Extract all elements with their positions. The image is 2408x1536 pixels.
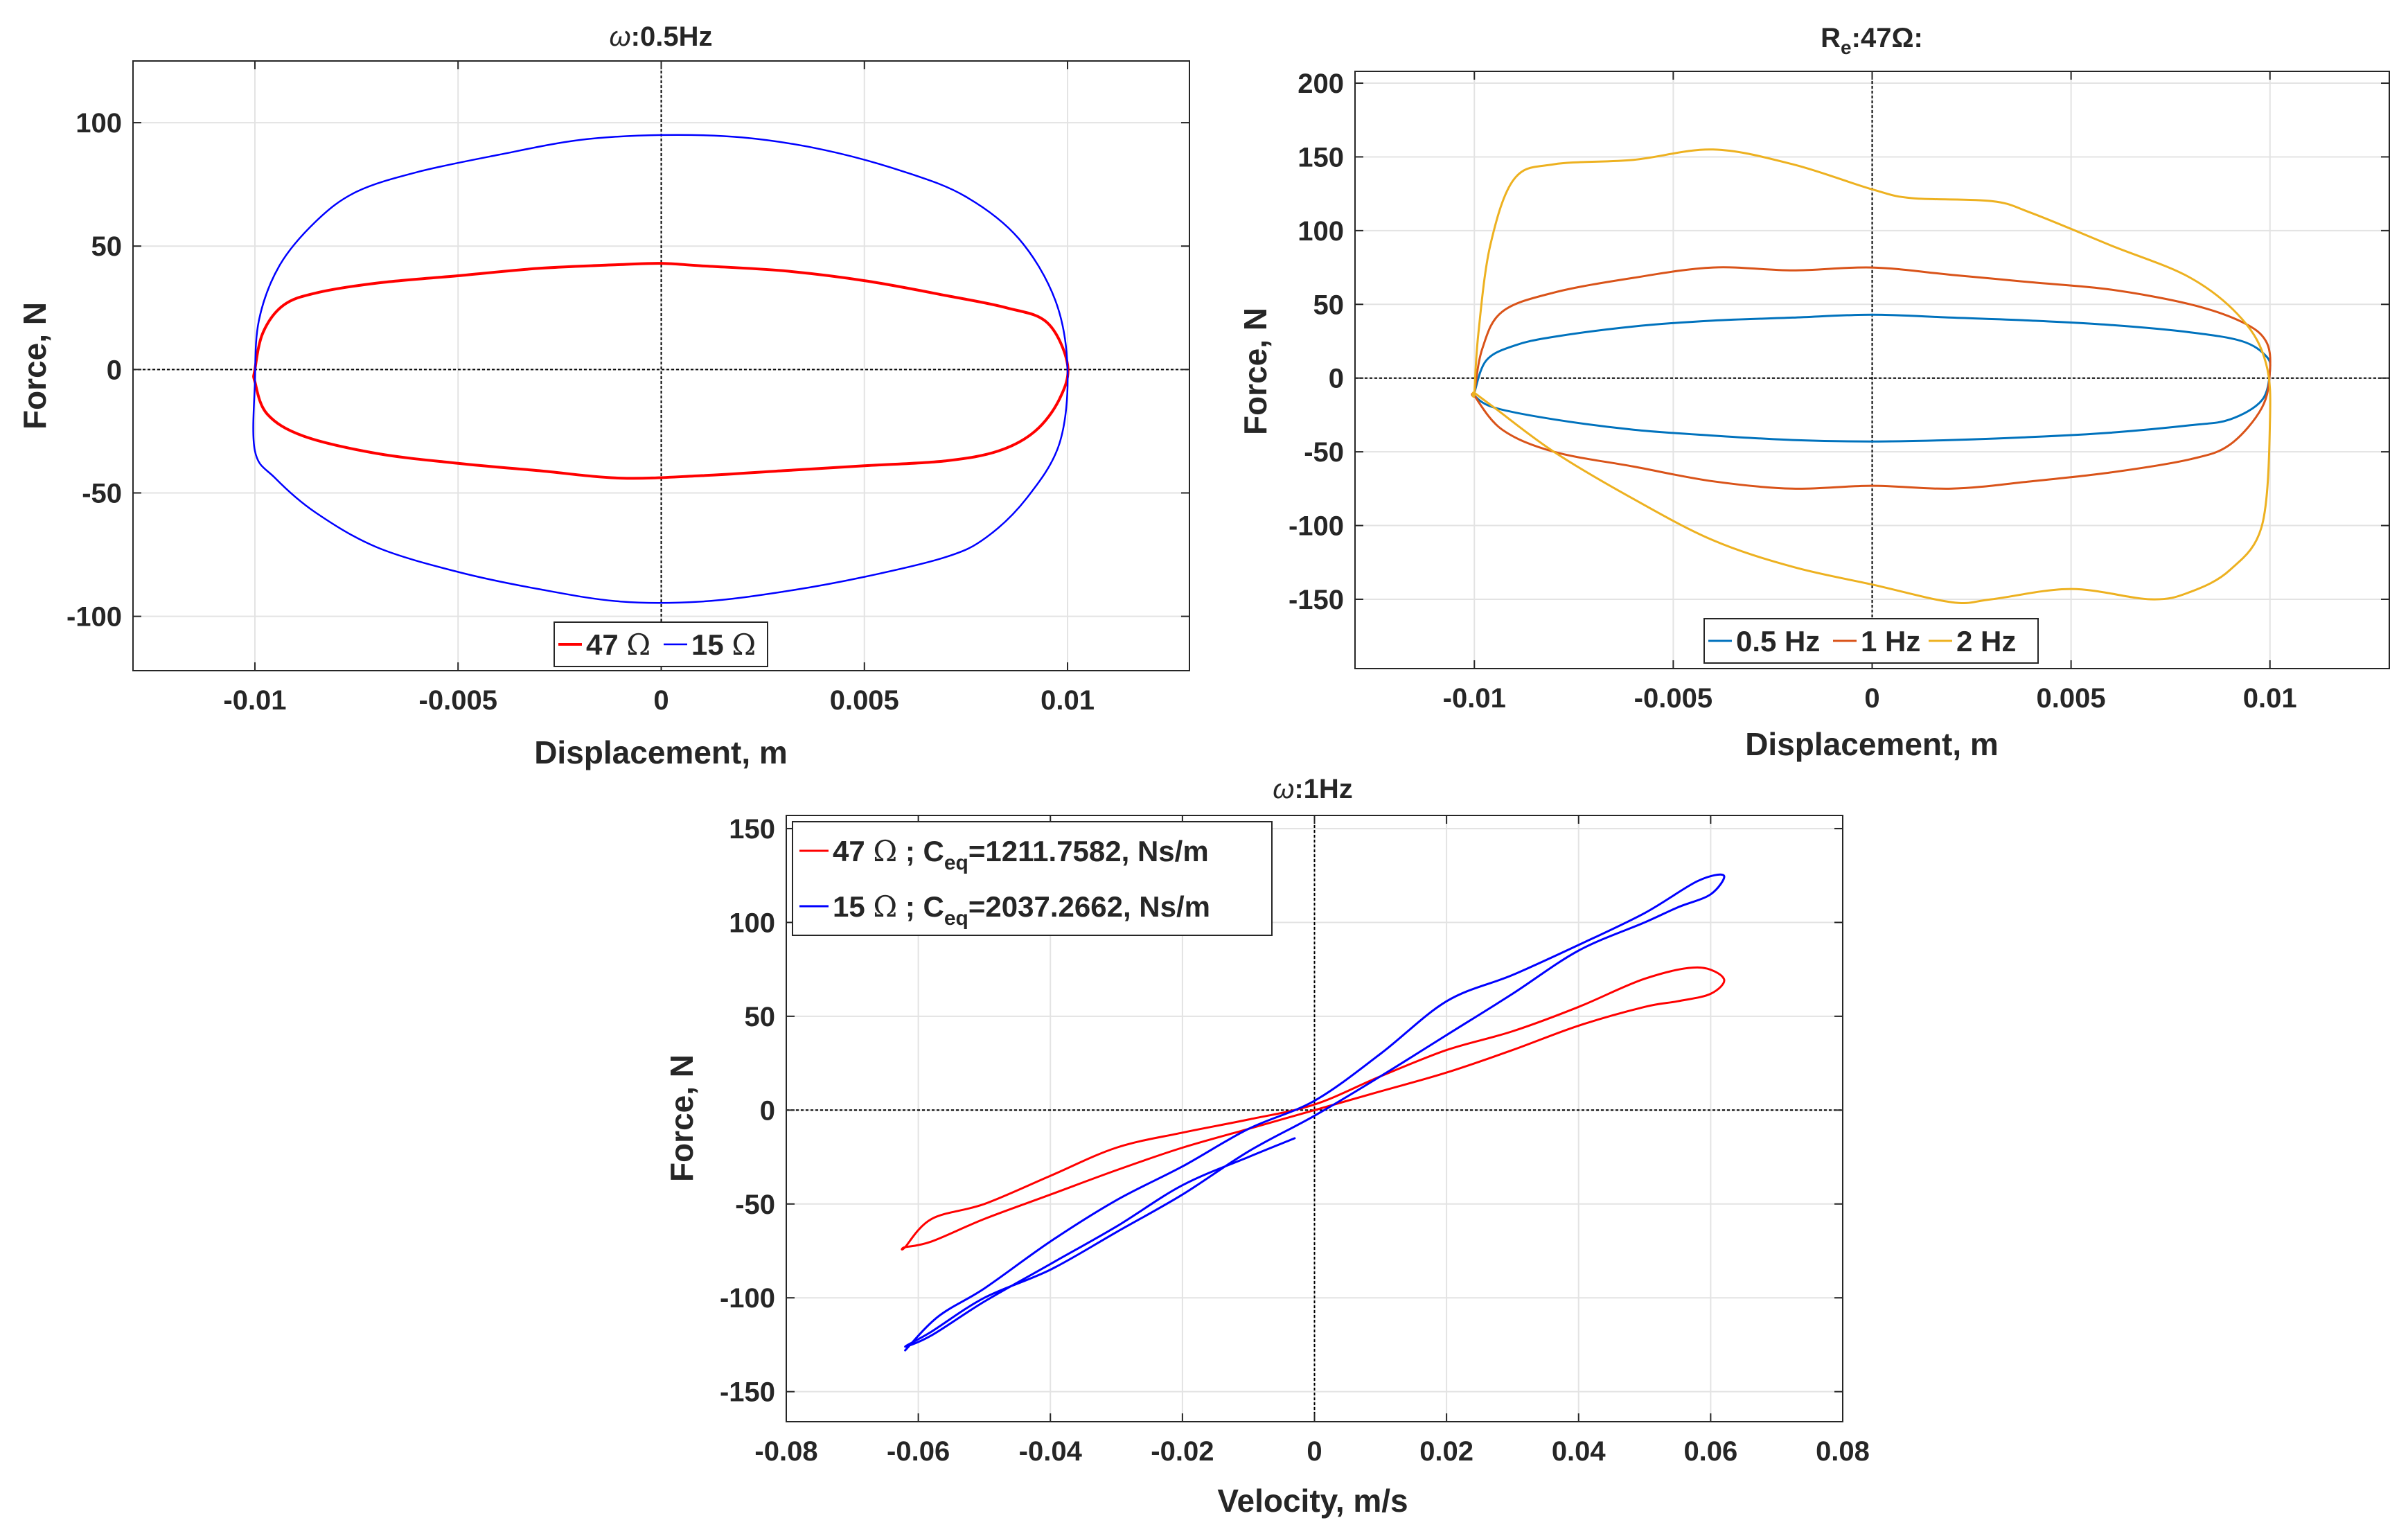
- x-tick-label: 0: [1864, 683, 1879, 714]
- legend-15-ohm-symbol: Ω: [732, 628, 756, 662]
- y-tick-label: -100: [720, 1283, 775, 1314]
- y-tick-label: 100: [729, 908, 775, 938]
- chart-title: ω:0.5Hz: [610, 21, 713, 52]
- x-axis-label: Displacement, m: [1745, 726, 1999, 762]
- y-tick-label: 0: [107, 355, 122, 385]
- legend-15-value: =2037.2662, Ns/m: [968, 890, 1210, 923]
- x-tick-label: -0.005: [1634, 683, 1712, 714]
- x-tick-label: 0.02: [1419, 1436, 1473, 1467]
- title-resistance: :47Ω:: [1852, 23, 1923, 53]
- x-tick-label: 0.005: [830, 685, 899, 716]
- legend-label-47-ohm: 47 Ω: [586, 628, 650, 662]
- y-axis-label: Force, N: [664, 1054, 700, 1182]
- y-tick-label: 50: [91, 231, 123, 262]
- series-line-1: [1471, 266, 2272, 490]
- x-tick-label: 0.08: [1816, 1436, 1870, 1467]
- legend-47-ohm-symbol: Ω: [626, 628, 650, 662]
- legend-label-1-hz: 1 Hz: [1861, 625, 1920, 657]
- y-tick-label: 50: [745, 1002, 776, 1032]
- series-line-2: [1471, 148, 2272, 605]
- x-tick-label: 0: [1307, 1436, 1322, 1467]
- legend-box: [1703, 618, 2039, 664]
- title-r: R: [1821, 23, 1841, 53]
- y-tick-label: -150: [1289, 585, 1344, 615]
- title-e-subscript: e: [1841, 37, 1852, 58]
- legend-label-0.5-hz: 0.5 Hz: [1736, 625, 1820, 657]
- chart-force-vs-displacement-re47: -0.01 -0.005 0 0.005 0.01 -150 -100 -50 0 50 100 15…: [1237, 23, 2390, 762]
- series-line-0: [901, 966, 1726, 1251]
- x-tick-label: 0.01: [2243, 683, 2297, 714]
- legend-47-c: ; C: [897, 835, 944, 867]
- y-tick-label: 150: [729, 814, 775, 845]
- legend-15-c: ; C: [897, 890, 944, 923]
- chart-force-vs-velocity-1hz: -0.08 -0.06 -0.04 -0.02 0 0.02 0.04 0.06 0.08 -15…: [664, 774, 1870, 1519]
- y-axis-label: Force, N: [17, 302, 53, 430]
- x-tick-label: 0.005: [2037, 683, 2106, 714]
- series-line-1: [904, 873, 1726, 1352]
- x-tick-label: 0.04: [1552, 1436, 1606, 1467]
- chart-title: Re:47Ω:: [1821, 23, 1923, 58]
- legend: 47 Ω 15 Ω: [554, 621, 768, 667]
- chart-force-vs-displacement-0.5hz: -0.01 -0.005 0 0.005 0.01 -100 -50 0 50 100 ω:0.5…: [17, 21, 1190, 770]
- legend-47-num: 47: [833, 835, 873, 867]
- y-tick-label: -50: [82, 478, 122, 509]
- title-frequency: :0.5Hz: [631, 21, 713, 52]
- x-tick-label: 0: [653, 685, 669, 716]
- legend-15-num: 15: [691, 628, 732, 661]
- x-tick-label: -0.08: [754, 1436, 817, 1467]
- title-frequency: :1Hz: [1294, 774, 1352, 804]
- x-tick-label: -0.04: [1019, 1436, 1083, 1467]
- y-tick-label: 150: [1298, 142, 1344, 173]
- legend-15-num: 15: [833, 890, 873, 923]
- legend-47-ohm-symbol: Ω: [873, 834, 897, 868]
- legend-15-ohm-symbol: Ω: [873, 890, 897, 924]
- legend: 47 Ω ; Ceq=1211.7582, Ns/m 15 Ω ; Ceq=20…: [792, 821, 1273, 936]
- legend-label-2-hz: 2 Hz: [1956, 625, 2016, 657]
- y-tick-label: 50: [1313, 290, 1345, 320]
- y-tick-label: 100: [76, 108, 122, 139]
- x-tick-label: -0.01: [1443, 683, 1506, 714]
- x-tick-label: -0.01: [223, 685, 286, 716]
- y-tick-label: 100: [1298, 216, 1344, 247]
- x-axis-label: Displacement, m: [534, 734, 788, 770]
- legend: 0.5 Hz 1 Hz 2 Hz: [1703, 618, 2039, 664]
- legend-47-eq-subscript: eq: [944, 851, 968, 874]
- legend-15-eq-subscript: eq: [944, 907, 968, 930]
- legend-box: [554, 621, 768, 667]
- y-tick-label: -50: [735, 1190, 775, 1220]
- y-tick-label: -100: [1289, 511, 1344, 542]
- y-axis-label: Force, N: [1237, 308, 1273, 435]
- y-tick-label: -150: [720, 1377, 775, 1408]
- legend-label-47-ohm: 47 Ω ; Ceq=1211.7582, Ns/m: [833, 834, 1209, 874]
- y-tick-label: 200: [1298, 69, 1344, 99]
- legend-box: [792, 821, 1273, 936]
- title-omega: ω: [610, 21, 631, 52]
- x-tick-label: -0.02: [1151, 1436, 1214, 1467]
- x-axis-label: Velocity, m/s: [1217, 1483, 1408, 1519]
- series-line-1: [252, 134, 1069, 604]
- legend-label-15-ohm: 15 Ω ; Ceq=2037.2662, Ns/m: [833, 890, 1210, 930]
- y-tick-label: -100: [67, 602, 122, 633]
- title-omega: ω: [1273, 774, 1294, 804]
- x-tick-label: -0.005: [419, 685, 497, 716]
- chart-title: ω:1Hz: [1273, 774, 1353, 804]
- y-tick-label: 0: [760, 1095, 775, 1126]
- x-tick-label: 0.01: [1041, 685, 1095, 716]
- y-tick-label: -50: [1304, 437, 1344, 468]
- x-tick-label: 0.06: [1683, 1436, 1737, 1467]
- legend-label-15-ohm: 15 Ω: [691, 628, 756, 662]
- legend-47-value: =1211.7582, Ns/m: [968, 835, 1209, 867]
- y-tick-label: 0: [1329, 364, 1344, 394]
- legend-47-num: 47: [586, 628, 626, 661]
- x-tick-label: -0.06: [887, 1436, 950, 1467]
